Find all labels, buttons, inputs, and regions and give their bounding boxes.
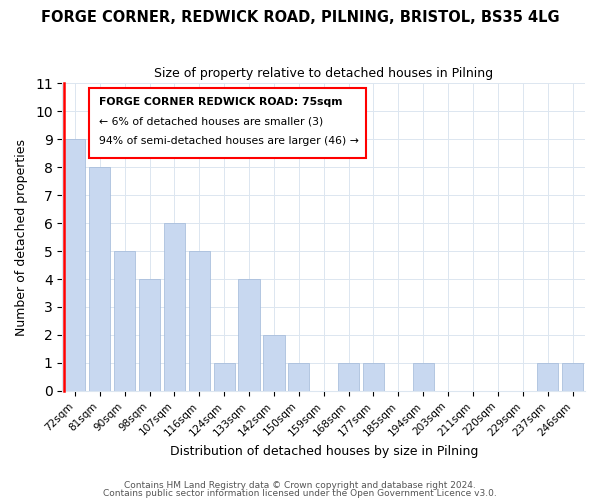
Text: 94% of semi-detached houses are larger (46) →: 94% of semi-detached houses are larger (… (99, 136, 359, 145)
Bar (562, 363, 583, 391)
Bar (164, 223, 185, 391)
Text: Contains public sector information licensed under the Open Government Licence v3: Contains public sector information licen… (103, 489, 497, 498)
Bar (89, 167, 110, 391)
Bar (288, 363, 310, 391)
Text: ← 6% of detached houses are smaller (3): ← 6% of detached houses are smaller (3) (99, 116, 323, 126)
Title: Size of property relative to detached houses in Pilning: Size of property relative to detached ho… (154, 68, 493, 80)
Bar (413, 363, 434, 391)
FancyBboxPatch shape (89, 88, 365, 158)
Bar (338, 363, 359, 391)
Text: FORGE CORNER REDWICK ROAD: 75sqm: FORGE CORNER REDWICK ROAD: 75sqm (99, 97, 343, 107)
Bar (263, 335, 284, 391)
Y-axis label: Number of detached properties: Number of detached properties (15, 138, 28, 336)
Text: Contains HM Land Registry data © Crown copyright and database right 2024.: Contains HM Land Registry data © Crown c… (124, 480, 476, 490)
Text: FORGE CORNER, REDWICK ROAD, PILNING, BRISTOL, BS35 4LG: FORGE CORNER, REDWICK ROAD, PILNING, BRI… (41, 10, 559, 25)
X-axis label: Distribution of detached houses by size in Pilning: Distribution of detached houses by size … (170, 444, 478, 458)
Bar (114, 251, 135, 391)
Bar (363, 363, 384, 391)
Bar (537, 363, 558, 391)
Bar (139, 279, 160, 391)
Bar (238, 279, 260, 391)
Bar (64, 139, 85, 391)
Bar (214, 363, 235, 391)
Bar (189, 251, 210, 391)
